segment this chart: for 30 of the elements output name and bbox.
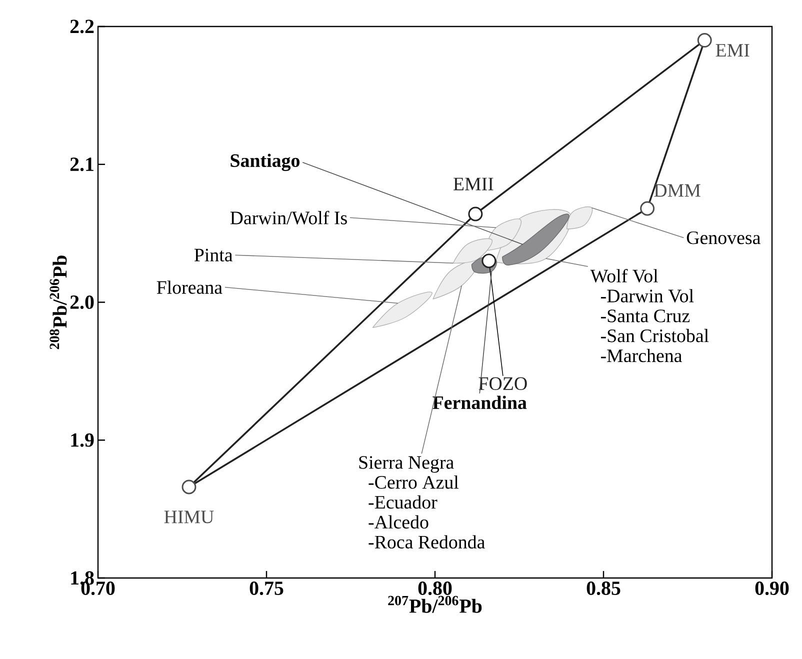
- annotation: Fernandina: [432, 396, 527, 410]
- y-tick-label: 2.1: [70, 158, 94, 172]
- annotation: Pinta: [194, 248, 233, 262]
- annotation: -Roca Redonda: [368, 535, 485, 549]
- annotation: -Darwin Vol: [600, 289, 694, 302]
- series-label: EMII: [453, 178, 494, 190]
- annotation: Wolf Vol: [590, 268, 658, 283]
- annotation: -Cerro Azul: [368, 475, 459, 489]
- x-tick-label: 0.90: [755, 582, 789, 596]
- series-label: HIMU: [164, 510, 214, 524]
- annotation: Genovesa: [686, 231, 760, 244]
- series-label: DMM: [654, 184, 700, 197]
- y-tick-label: 1.9: [71, 433, 94, 447]
- annotation: Sierra Negra: [359, 456, 454, 473]
- annotation: -San Cristobal: [600, 328, 709, 342]
- y-tick-label: 2.0: [70, 295, 94, 310]
- annotation: Santiago: [230, 154, 300, 171]
- annotation: Floreana: [156, 280, 222, 294]
- y-tick-label: 2.2: [70, 20, 94, 34]
- x-axis-title: $^{207}$Pb/$^{206}$Pb: [388, 596, 482, 613]
- annotation: -Alcedo: [368, 515, 428, 529]
- annotation: -Marchena: [600, 348, 682, 362]
- annotation: -Ecuador: [368, 495, 438, 509]
- y-axis-title: $^{208}$Pb/$^{206}$Pb: [50, 256, 67, 350]
- x-tick-label: 0.75: [250, 582, 284, 596]
- x-tick-label: 0.85: [586, 582, 620, 596]
- annotation: Darwin/Wolf Is: [230, 210, 347, 224]
- x-tick-label: 0.80: [418, 582, 452, 596]
- annotation: -Santa Cruz: [600, 310, 690, 322]
- series-label: EMI: [716, 44, 750, 56]
